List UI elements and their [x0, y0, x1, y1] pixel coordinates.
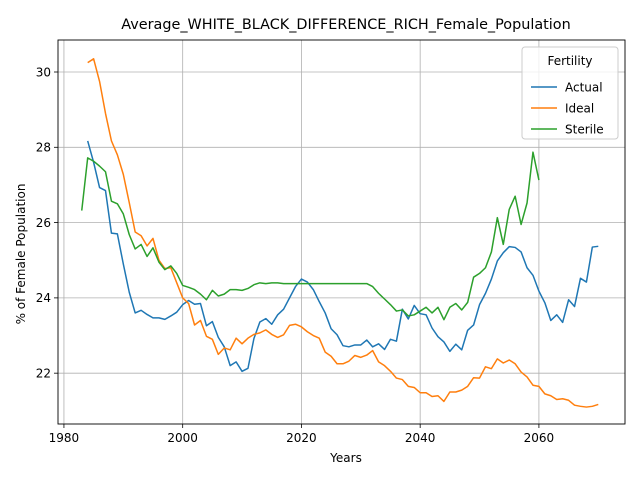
legend-label-ideal: Ideal — [565, 101, 594, 115]
y-tick-label: 30 — [36, 65, 51, 79]
y-tick-label: 28 — [36, 141, 51, 155]
y-axis-ticks: 22 24 26 28 30 — [36, 65, 58, 380]
series-line-ideal — [87, 58, 599, 408]
legend: Fertility Actual Ideal Sterile — [521, 46, 619, 140]
x-axis-ticks: 1980 2000 2020 2040 2060 — [49, 424, 555, 445]
series-line-actual — [86, 140, 599, 373]
chart-title: Average_WHITE_BLACK_DIFFERENCE_RICH_Fema… — [121, 17, 570, 33]
x-axis-label: Years — [329, 451, 362, 465]
legend-label-actual: Actual — [565, 80, 603, 94]
y-tick-label: 22 — [36, 366, 51, 380]
legend-label-sterile: Sterile — [565, 122, 604, 136]
y-tick-label: 26 — [36, 216, 51, 230]
y-axis-label: % of Female Population — [14, 184, 28, 325]
legend-title: Fertility — [547, 54, 592, 68]
series-line-sterile — [81, 151, 540, 321]
x-tick-label: 2040 — [405, 431, 436, 445]
x-tick-label: 2020 — [286, 431, 317, 445]
x-tick-label: 2000 — [167, 431, 198, 445]
y-tick-label: 24 — [36, 291, 51, 305]
axes-frame — [57, 39, 626, 425]
series-lines — [81, 58, 599, 408]
x-tick-label: 2060 — [524, 431, 555, 445]
legend-box — [521, 46, 619, 140]
x-tick-label: 1980 — [49, 431, 80, 445]
